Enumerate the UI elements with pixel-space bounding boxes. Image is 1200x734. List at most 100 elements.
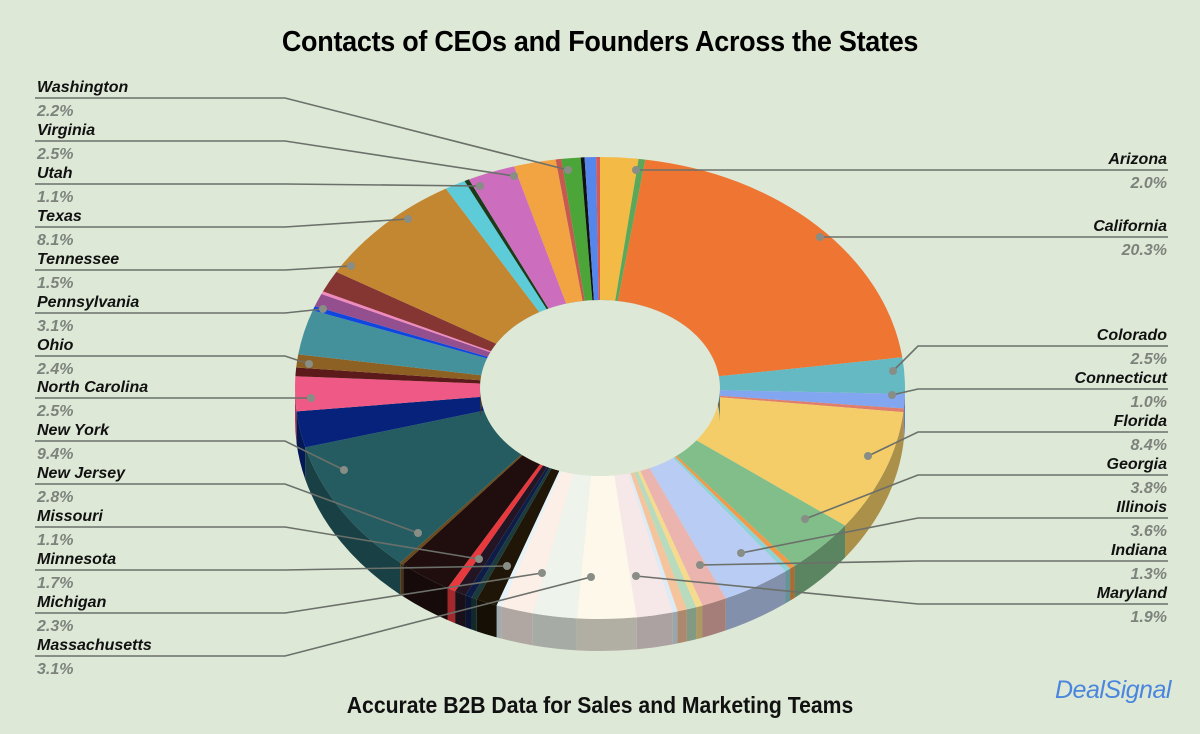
leader-line <box>35 265 352 271</box>
callout-label-name: Virginia <box>37 122 95 139</box>
slice-north-carolina[interactable] <box>296 396 485 448</box>
callout-label-percent: 1.9% <box>1131 609 1167 626</box>
slice-outer-wall <box>447 588 456 624</box>
slice-minnesota[interactable] <box>501 471 574 614</box>
slice-connecticut[interactable] <box>719 390 905 409</box>
slice-outer-wall <box>677 609 687 644</box>
leader-anchor-dot <box>889 367 897 375</box>
slice-texas[interactable] <box>336 188 540 344</box>
leader-anchor-dot <box>340 466 348 474</box>
dealsignal-logo: DealSignal <box>1055 676 1171 704</box>
leader-line <box>35 308 324 314</box>
slice-unlabeled[interactable] <box>296 354 482 381</box>
slice-unlabeled[interactable] <box>496 470 562 607</box>
slice-unlabeled[interactable] <box>580 157 594 301</box>
slice-outer-wall <box>672 611 678 645</box>
slice-outer-wall <box>476 599 497 638</box>
slice-massachusetts[interactable] <box>576 475 637 619</box>
slice-outer-wall <box>296 411 306 480</box>
slice-outer-wall <box>465 595 472 630</box>
leader-line <box>35 576 592 657</box>
slice-missouri[interactable] <box>476 468 560 606</box>
slice-unlabeled[interactable] <box>312 306 488 359</box>
slice-unlabeled[interactable] <box>447 464 543 592</box>
slice-unlabeled[interactable] <box>321 291 492 353</box>
slice-outer-wall <box>532 613 577 651</box>
slice-outer-wall <box>295 388 297 444</box>
slice-unlabeled[interactable] <box>637 470 703 608</box>
slice-unlabeled[interactable] <box>295 367 481 384</box>
slice-unlabeled[interactable] <box>584 157 599 301</box>
slice-pennsylvania[interactable] <box>298 310 487 376</box>
slice-outer-wall <box>496 605 502 639</box>
callout-label-percent: 2.5% <box>36 146 73 163</box>
leader-anchor-dot <box>538 569 546 577</box>
slice-colorado[interactable] <box>718 357 906 394</box>
slice-outer-wall <box>790 565 795 601</box>
slice-tennessee[interactable] <box>322 271 497 352</box>
slice-michigan[interactable] <box>532 473 591 619</box>
slice-outer-wall <box>455 591 466 628</box>
slice-california[interactable] <box>617 159 903 377</box>
slice-unlabeled[interactable] <box>630 472 687 612</box>
slice-unlabeled[interactable] <box>400 454 523 565</box>
slice-arizona[interactable] <box>600 157 639 301</box>
callout-label-percent: 9.4% <box>37 446 73 463</box>
callout-label-name: Washington <box>37 79 128 96</box>
slice-indiana[interactable] <box>640 468 726 606</box>
slice-unlabeled[interactable] <box>674 455 795 569</box>
callout-label-percent: 2.4% <box>36 361 73 378</box>
slice-unlabeled[interactable] <box>561 157 593 301</box>
slice-unlabeled[interactable] <box>555 158 585 301</box>
donut-depth <box>295 388 905 651</box>
callout-label-name: Minnesota <box>37 551 116 568</box>
slice-virginia[interactable] <box>468 166 567 309</box>
slice-unlabeled[interactable] <box>596 157 600 301</box>
chart-subtitle: Accurate B2B Data for Sales and Marketin… <box>346 692 854 718</box>
leader-anchor-dot <box>510 172 518 180</box>
callout-label-name: Michigan <box>37 594 107 611</box>
slice-unlabeled[interactable] <box>464 179 549 310</box>
leader-line <box>891 388 1168 396</box>
callout-label-name: Connecticut <box>1075 370 1168 387</box>
callout-label-name: New Jersey <box>37 465 126 482</box>
leader-anchor-dot <box>801 515 809 523</box>
callout-label-name: Massachusetts <box>37 637 152 654</box>
leader-line <box>35 355 310 365</box>
leader-anchor-dot <box>564 166 572 174</box>
slice-unlabeled[interactable] <box>634 471 697 610</box>
slice-washington[interactable] <box>514 159 583 304</box>
slice-maryland[interactable] <box>614 473 673 618</box>
callout-label-name: Texas <box>37 208 82 225</box>
leader-line <box>35 572 543 614</box>
callout-label-name: Missouri <box>37 508 103 525</box>
leader-anchor-dot <box>816 233 824 241</box>
slice-unlabeled[interactable] <box>314 294 491 357</box>
leader-line <box>35 483 419 534</box>
slice-ohio[interactable] <box>294 376 481 412</box>
slice-unlabeled[interactable] <box>628 473 678 613</box>
callout-label-name: Arizona <box>1107 151 1167 168</box>
callout-label-percent: 3.1% <box>37 661 73 678</box>
slice-outer-wall <box>501 606 533 646</box>
leader-line <box>867 431 1168 457</box>
slice-unlabeled[interactable] <box>465 466 550 598</box>
slice-unlabeled[interactable] <box>672 456 791 572</box>
leader-anchor-dot <box>696 561 704 569</box>
callout-label-percent: 3.8% <box>1131 480 1167 497</box>
slice-utah[interactable] <box>445 181 547 313</box>
donut-hole <box>480 300 720 476</box>
slice-outer-wall <box>794 525 846 598</box>
slice-unlabeled[interactable] <box>615 158 646 301</box>
leader-anchor-dot <box>307 394 315 402</box>
callout-label-name: Maryland <box>1097 585 1168 602</box>
slice-florida[interactable] <box>696 397 904 526</box>
slice-new-jersey[interactable] <box>403 455 540 589</box>
callout-label-percent: 8.1% <box>37 232 73 249</box>
slice-new-york[interactable] <box>305 410 522 563</box>
slice-outer-wall <box>403 564 448 621</box>
slice-unlabeled[interactable] <box>719 395 904 413</box>
slice-georgia[interactable] <box>676 440 846 566</box>
slice-outer-wall <box>903 393 905 441</box>
